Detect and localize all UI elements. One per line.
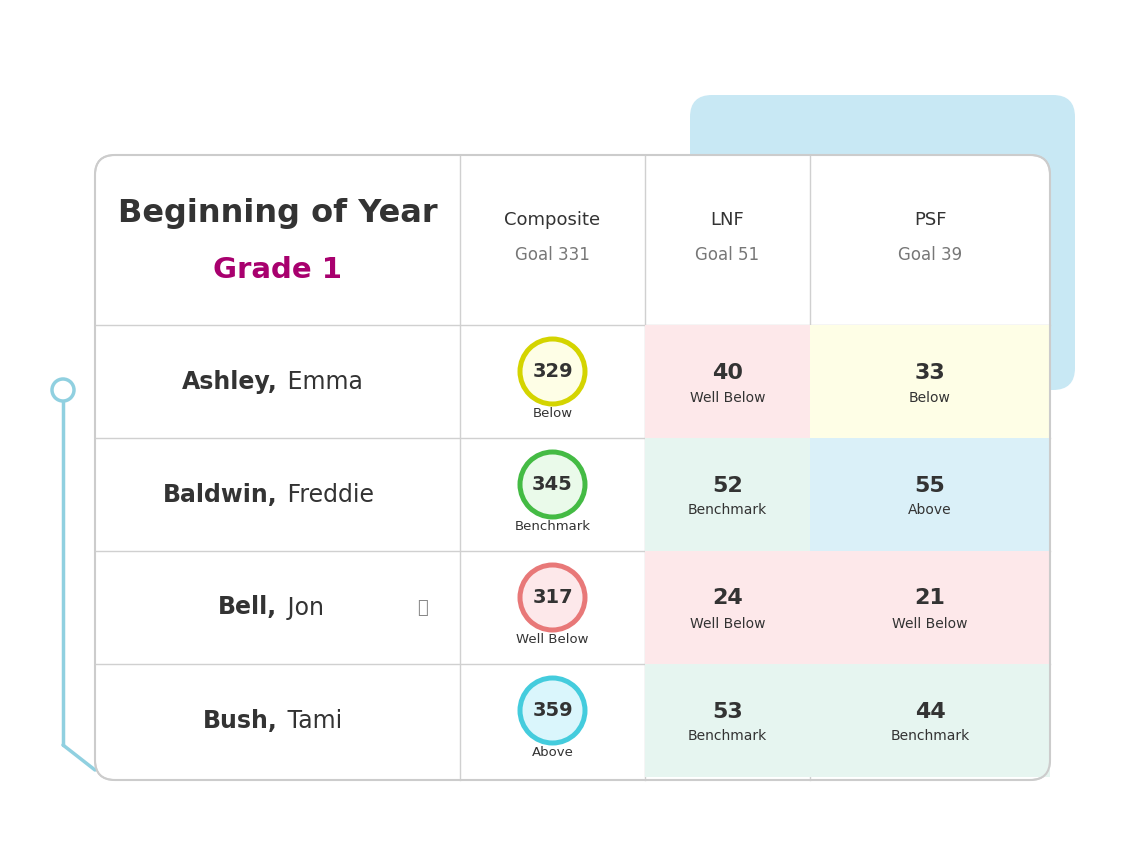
- Circle shape: [523, 342, 582, 401]
- Text: PSF: PSF: [914, 211, 946, 229]
- FancyBboxPatch shape: [810, 551, 1050, 664]
- Text: ⓘ: ⓘ: [417, 598, 427, 616]
- FancyBboxPatch shape: [690, 95, 1075, 390]
- Text: Beginning of Year: Beginning of Year: [118, 197, 437, 229]
- Text: Emma: Emma: [281, 370, 363, 394]
- Circle shape: [517, 337, 588, 406]
- Text: Well Below: Well Below: [892, 616, 968, 631]
- Text: Well Below: Well Below: [690, 616, 765, 631]
- Text: Above: Above: [532, 746, 573, 759]
- Text: 52: 52: [713, 475, 743, 496]
- Text: 33: 33: [915, 362, 945, 382]
- Text: Baldwin,: Baldwin,: [163, 483, 278, 507]
- Circle shape: [523, 681, 582, 740]
- Text: 44: 44: [915, 701, 945, 722]
- Text: 359: 359: [532, 701, 573, 720]
- Text: Freddie: Freddie: [281, 483, 374, 507]
- Text: 55: 55: [915, 475, 945, 496]
- Circle shape: [517, 450, 588, 519]
- Text: Above: Above: [908, 503, 952, 518]
- Text: 40: 40: [711, 362, 743, 382]
- Text: Goal 39: Goal 39: [898, 246, 962, 264]
- Text: Goal 331: Goal 331: [515, 246, 590, 264]
- Text: Grade 1: Grade 1: [214, 256, 342, 284]
- Text: Benchmark: Benchmark: [890, 729, 970, 744]
- Text: Below: Below: [909, 390, 951, 405]
- Text: LNF: LNF: [710, 211, 744, 229]
- FancyBboxPatch shape: [645, 325, 810, 438]
- Text: 24: 24: [713, 588, 743, 609]
- FancyBboxPatch shape: [645, 438, 810, 551]
- Text: Bell,: Bell,: [218, 596, 278, 620]
- Text: Well Below: Well Below: [690, 390, 765, 405]
- Text: Benchmark: Benchmark: [688, 503, 767, 518]
- Text: Composite: Composite: [505, 211, 600, 229]
- Text: Jon: Jon: [281, 596, 325, 620]
- FancyBboxPatch shape: [645, 664, 810, 777]
- Circle shape: [523, 568, 582, 627]
- FancyBboxPatch shape: [645, 551, 810, 664]
- Text: 317: 317: [532, 588, 573, 607]
- Text: Goal 51: Goal 51: [696, 246, 760, 264]
- FancyBboxPatch shape: [810, 664, 1050, 777]
- FancyBboxPatch shape: [96, 155, 1050, 780]
- Text: Below: Below: [533, 407, 572, 420]
- Circle shape: [523, 455, 582, 514]
- Text: Bush,: Bush,: [202, 709, 278, 733]
- Text: Well Below: Well Below: [516, 633, 589, 646]
- Text: 53: 53: [713, 701, 743, 722]
- Text: Ashley,: Ashley,: [182, 370, 278, 394]
- Circle shape: [52, 379, 74, 401]
- Circle shape: [517, 563, 588, 632]
- Text: Tami: Tami: [281, 709, 343, 733]
- Text: 329: 329: [532, 362, 573, 381]
- Text: 21: 21: [915, 588, 945, 609]
- Text: Benchmark: Benchmark: [688, 729, 767, 744]
- Text: 345: 345: [532, 475, 573, 494]
- Circle shape: [517, 676, 588, 745]
- FancyBboxPatch shape: [810, 325, 1050, 438]
- Text: Benchmark: Benchmark: [515, 520, 590, 533]
- FancyBboxPatch shape: [810, 438, 1050, 551]
